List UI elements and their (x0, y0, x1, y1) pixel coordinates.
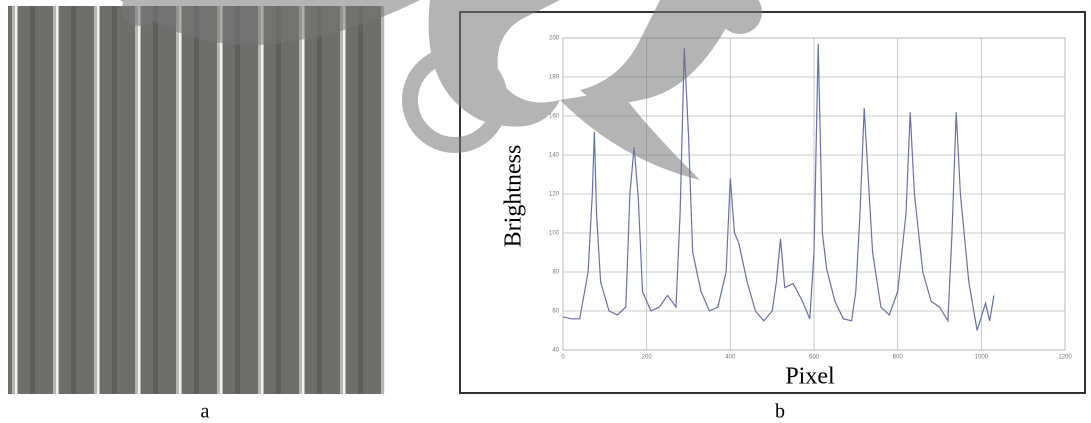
y-tick-label: 180 (549, 75, 560, 81)
y-axis-label: Brightness (501, 145, 527, 248)
x-tick-label: 200 (642, 355, 653, 361)
x-tick-label: 800 (893, 355, 904, 361)
y-tick-label: 120 (549, 192, 560, 198)
y-tick-label: 160 (549, 114, 560, 120)
photo (8, 6, 385, 394)
y-tick-label: 80 (552, 270, 559, 276)
y-tick-label: 100 (549, 231, 560, 237)
y-tick-label: 200 (549, 36, 560, 42)
x-tick-label: 400 (725, 355, 736, 361)
page: {"chart_data": {"type": "line", "y_label… (0, 0, 1091, 423)
x-tick-label: 1200 (1058, 355, 1072, 361)
y-tick-label: 140 (549, 153, 560, 159)
y-tick-label: 60 (552, 309, 559, 315)
figure: 4060801001201401601802000200400600800100… (0, 0, 1091, 423)
x-tick-label: 600 (809, 355, 820, 361)
y-tick-label: 40 (552, 348, 559, 354)
caption: a (201, 401, 210, 423)
x-axis-label: Pixel (785, 364, 835, 390)
x-tick-label: 1000 (975, 355, 989, 361)
caption: b (775, 401, 785, 423)
